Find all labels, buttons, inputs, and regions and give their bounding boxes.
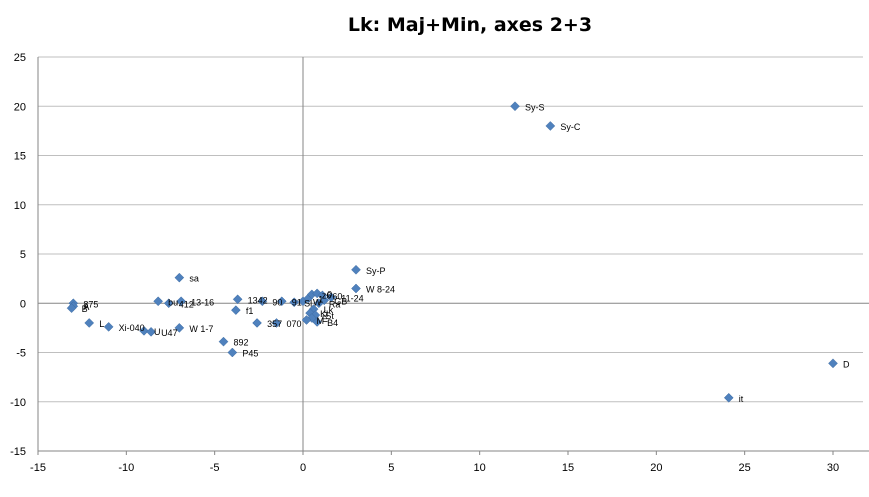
data-point: [146, 326, 156, 337]
data-label: Sl: [304, 298, 312, 308]
data-point: [218, 336, 229, 347]
data-point: [723, 392, 734, 403]
data-label: W 1-7: [189, 324, 213, 334]
data-point: [84, 318, 95, 328]
data-label: W: [313, 297, 322, 307]
x-tick-label: 30: [827, 462, 839, 474]
data-label: 0: [327, 289, 332, 299]
x-tick-label: 20: [650, 462, 662, 474]
data-label: Sy-P: [366, 266, 386, 276]
data-label: f1: [246, 306, 254, 316]
data-point: [312, 317, 322, 327]
data-label: z6: [322, 290, 332, 300]
data-label: 892: [234, 338, 249, 348]
data-point: [227, 347, 238, 358]
x-tick-label: -5: [210, 462, 220, 474]
data-label: 357: [267, 319, 282, 329]
data-label: P45: [242, 349, 258, 359]
data-label: 60: [332, 291, 342, 301]
data-label: it: [739, 394, 744, 404]
data-label: M: [317, 316, 325, 326]
data-point: [103, 322, 114, 332]
data-label: A: [83, 302, 89, 312]
data-label: GB: [334, 296, 347, 306]
data-label: bu: [168, 297, 178, 307]
data-label: St: [325, 311, 334, 321]
data-point: [257, 296, 268, 307]
data-point: [232, 294, 243, 305]
data-label: sa: [189, 274, 199, 284]
x-tick-label: 5: [388, 462, 394, 474]
data-label: 90: [272, 297, 282, 307]
data-point: [231, 305, 241, 315]
data-label: 91: [292, 297, 302, 307]
y-tick-label: 20: [14, 101, 26, 113]
data-label: Kl: [320, 309, 328, 319]
x-tick-label: -10: [118, 462, 134, 474]
data-point: [174, 272, 185, 283]
data-point: [174, 323, 185, 333]
data-label: 11-24: [341, 293, 363, 303]
axes: [37, 57, 869, 455]
data-point: [351, 264, 361, 275]
y-tick-label: -15: [10, 446, 26, 458]
y-tick-label: 15: [14, 151, 26, 163]
data-label: 412: [179, 299, 194, 309]
data-point: [301, 315, 312, 325]
data-label: 1: [318, 294, 323, 304]
data-point: [828, 358, 838, 369]
x-tick-label: 15: [562, 462, 574, 474]
x-tick-label: -15: [30, 462, 46, 474]
x-tick-label: 10: [474, 462, 486, 474]
data-label: 875: [83, 299, 98, 309]
data-label: U47: [161, 328, 178, 338]
y-tick-label: 10: [14, 200, 26, 212]
data-label: Sy-C: [560, 122, 581, 132]
data-point: [510, 101, 520, 112]
data-label: 070: [287, 319, 302, 329]
data-label: D: [843, 359, 850, 369]
data-label: L: [99, 319, 104, 329]
y-tick-label: 0: [20, 298, 26, 310]
data-point: [176, 296, 186, 307]
data-point: [289, 297, 300, 308]
data-label: W 8-24: [366, 284, 395, 294]
gridlines: [38, 56, 863, 452]
data-label: B4: [327, 318, 338, 328]
data-point: [314, 298, 324, 309]
data-label: Ra: [329, 299, 341, 309]
data-point: [326, 292, 337, 303]
data-point: [139, 325, 149, 336]
x-tick-label: 25: [739, 462, 751, 474]
data-points: [66, 101, 838, 403]
x-tick-label: 0: [300, 462, 306, 474]
data-point: [276, 296, 287, 307]
data-label: Lk: [324, 305, 334, 315]
data-point: [66, 303, 77, 314]
data-point: [153, 296, 163, 307]
y-tick-label: 25: [14, 52, 26, 64]
y-tick-label: 5: [20, 249, 26, 261]
chart-title: Lk: Maj+Min, axes 2+3: [347, 14, 593, 36]
data-label: U: [154, 327, 161, 337]
data-point: [163, 298, 174, 309]
data-label: 1342: [248, 295, 268, 305]
data-label: E: [322, 314, 328, 324]
data-point: [351, 283, 361, 294]
y-tick-label: -10: [10, 397, 26, 409]
data-label: B: [82, 304, 88, 314]
data-point: [545, 121, 556, 131]
data-label: 13-16: [191, 297, 214, 307]
data-label: Xi-040: [119, 323, 145, 333]
data-point: [271, 318, 282, 328]
data-point: [252, 318, 262, 328]
y-tick-label: -5: [16, 348, 26, 360]
data-label: Sy-S: [525, 102, 545, 112]
